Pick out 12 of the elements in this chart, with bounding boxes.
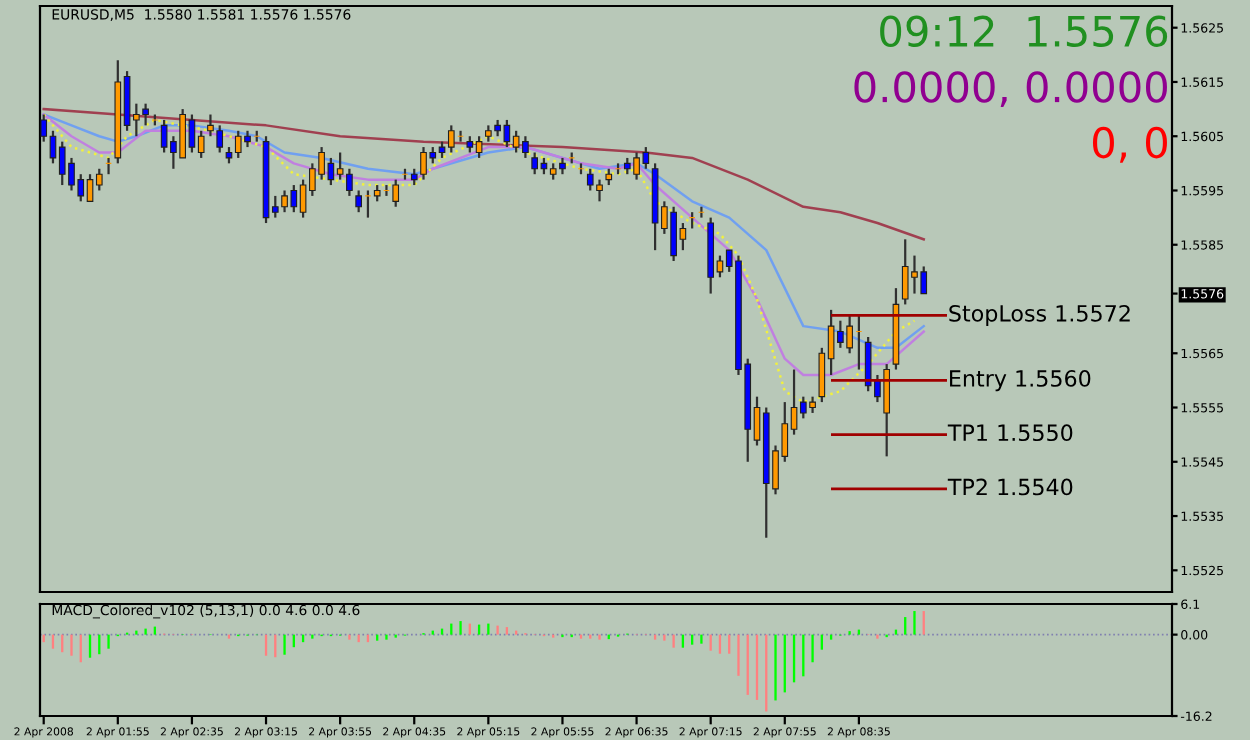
annotation: 0, 0 (1092, 126, 1167, 163)
line-series (42, 107, 925, 241)
candlestick (392, 178, 400, 208)
annotation: 09:12 1.5576 (880, 15, 1168, 48)
annotation: 0.0000, 0.0000 (854, 71, 1167, 107)
ref-line-label: StopLoss 1.5572 (949, 304, 1130, 327)
candlestick (447, 124, 455, 154)
ref-line-label: TP2 1.5540 (947, 478, 1073, 496)
candlestick (531, 151, 539, 176)
candlestick (355, 189, 362, 214)
ref-line-label: Entry 1.5560 (950, 370, 1091, 392)
ref-line-label: TP1 1.5550 (947, 424, 1073, 442)
